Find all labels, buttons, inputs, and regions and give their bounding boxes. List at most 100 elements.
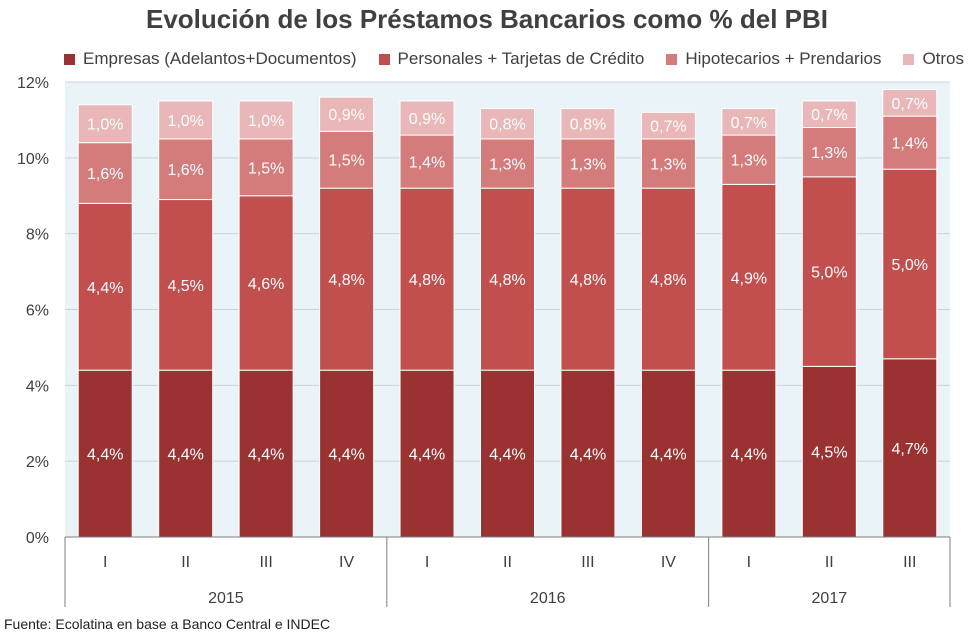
data-label: 4,8% (650, 272, 686, 289)
bar-segment (319, 187, 375, 371)
bar-segment (158, 369, 214, 538)
bar-segment (801, 176, 857, 367)
data-label: 4,4% (87, 280, 123, 297)
group-label: 2017 (812, 590, 848, 607)
bar-segment (319, 96, 375, 132)
data-label: 4,8% (489, 272, 525, 289)
legend-label: Otros (922, 49, 964, 68)
bar-segment (399, 100, 455, 136)
bar-segment (721, 183, 777, 371)
data-label: 1,0% (87, 117, 123, 134)
bar-segment (399, 369, 455, 538)
x-tick-label: IV (661, 554, 676, 571)
x-tick-label: I (425, 554, 429, 571)
group-label: 2016 (530, 590, 566, 607)
data-label: 0,9% (409, 111, 445, 128)
bar-segment (882, 89, 938, 117)
data-label: 4,8% (570, 272, 606, 289)
group-label: 2015 (208, 590, 244, 607)
data-label: 1,3% (650, 157, 686, 174)
data-label: 0,9% (328, 107, 364, 124)
data-label: 4,4% (570, 447, 606, 464)
bar-segment (560, 108, 616, 140)
data-label: 0,8% (570, 117, 606, 134)
x-tick-label: IV (339, 554, 354, 571)
data-label: 0,7% (650, 119, 686, 136)
legend-label: Empresas (Adelantos+Documentos) (83, 49, 357, 68)
bar-segment (560, 138, 616, 189)
chart-title: Evolución de los Préstamos Bancarios com… (146, 4, 828, 34)
data-label: 0,7% (811, 107, 847, 124)
bar-segment (480, 108, 535, 140)
data-label: 1,4% (892, 136, 928, 153)
data-label: 1,5% (328, 153, 364, 170)
y-tick-label: 4% (26, 378, 49, 395)
bar-segment (77, 202, 133, 371)
data-label: 0,7% (892, 96, 928, 113)
bar-segment (560, 369, 616, 538)
data-label: 4,5% (811, 445, 847, 462)
data-label: 0,8% (489, 117, 525, 134)
data-label: 1,6% (167, 162, 203, 179)
x-tick-label: III (581, 554, 594, 571)
legend-item: Personales + Tarjetas de Crédito (378, 49, 645, 69)
data-label: 4,6% (248, 276, 284, 293)
bar-segment (721, 108, 777, 136)
data-label: 1,6% (87, 166, 123, 183)
data-label: 4,4% (731, 447, 767, 464)
legend-swatch (64, 53, 75, 65)
bar-segment (640, 138, 696, 189)
legend: Empresas (Adelantos+Documentos) Personale… (64, 48, 964, 70)
bar-segment (319, 130, 375, 189)
bar-segment (158, 138, 214, 201)
y-tick-label: 0% (26, 530, 49, 547)
data-label: 5,0% (892, 257, 928, 274)
data-label: 1,5% (248, 160, 284, 177)
data-label: 5,0% (811, 265, 847, 282)
bar-segment (480, 369, 535, 538)
bar-segment (640, 369, 696, 538)
data-label: 4,8% (328, 272, 364, 289)
data-label: 1,0% (248, 113, 284, 130)
source-note: Fuente: Ecolatina en base a Banco Centra… (4, 616, 331, 632)
bar-segment (640, 111, 696, 140)
data-label: 4,9% (731, 270, 767, 287)
bar-segment (399, 187, 455, 371)
bar-segment (238, 195, 294, 371)
x-tick-label: II (181, 554, 190, 571)
data-label: 1,0% (167, 113, 203, 130)
data-label: 4,4% (248, 447, 284, 464)
legend-label: Personales + Tarjetas de Crédito (397, 49, 645, 68)
x-tick-label: III (903, 554, 916, 571)
data-label: 1,3% (489, 157, 525, 174)
y-tick-label: 2% (26, 454, 49, 471)
data-label: 1,3% (570, 157, 606, 174)
data-label: 1,4% (409, 155, 445, 172)
data-label: 1,3% (731, 153, 767, 170)
legend-item: Hipotecarios + Prendarios (666, 49, 881, 69)
x-tick-label: III (259, 554, 272, 571)
data-label: 4,4% (167, 447, 203, 464)
data-label: 4,4% (489, 447, 525, 464)
data-label: 0,7% (731, 115, 767, 132)
y-tick-label: 10% (17, 151, 49, 168)
y-tick-label: 6% (26, 303, 49, 320)
bar-segment (77, 369, 133, 538)
data-label: 4,4% (650, 447, 686, 464)
bar-segment (238, 138, 294, 197)
legend-item: Otros (903, 49, 964, 69)
data-label: 1,3% (811, 145, 847, 162)
bar-segment (801, 127, 857, 178)
bar-segment (238, 369, 294, 538)
bar-segment (560, 187, 616, 371)
data-label: 4,5% (167, 278, 203, 295)
bar-segment (801, 100, 857, 129)
legend-swatch (903, 53, 915, 65)
y-tick-label: 8% (26, 227, 49, 244)
bar-segment (882, 168, 938, 360)
data-label: 4,4% (87, 447, 123, 464)
data-label: 4,8% (409, 272, 445, 289)
x-tick-label: I (103, 554, 107, 571)
bar-segment (319, 369, 375, 538)
